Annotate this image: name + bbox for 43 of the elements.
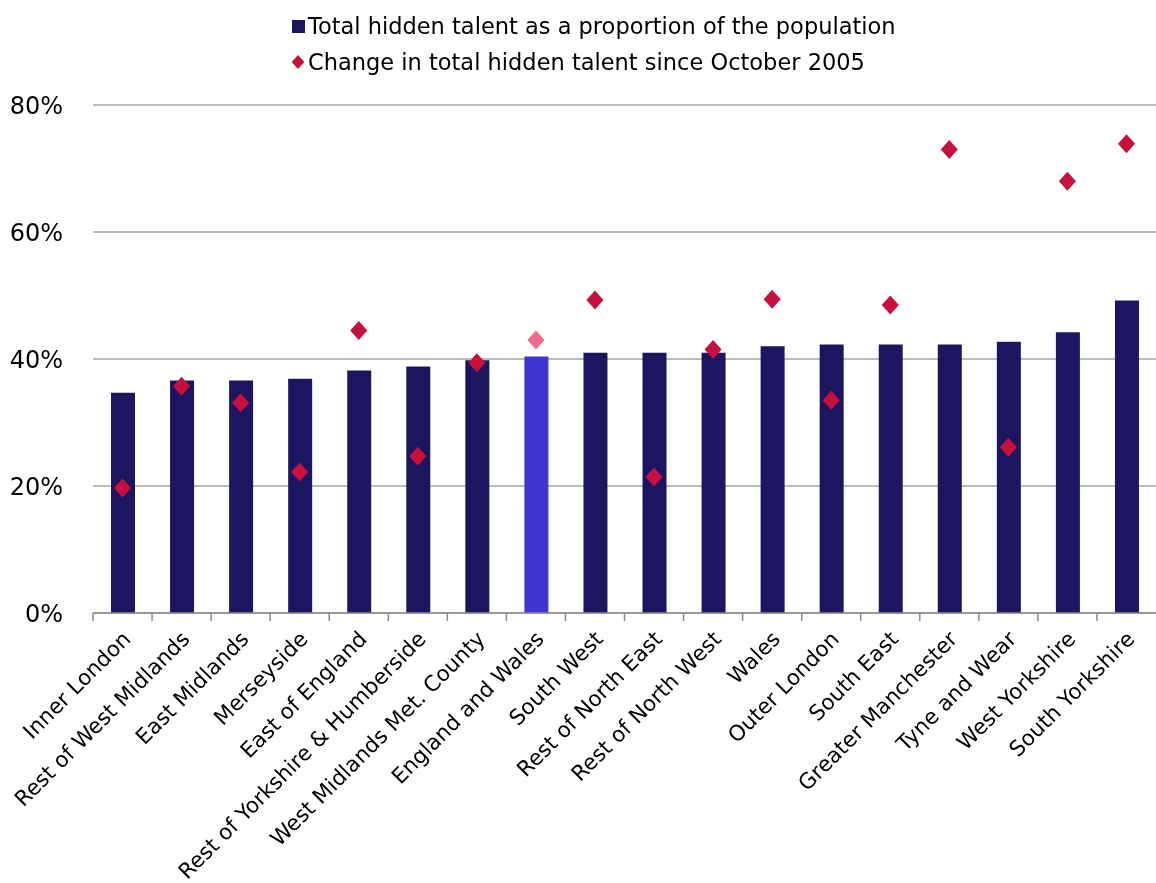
bar <box>701 352 726 613</box>
point <box>645 467 663 487</box>
point <box>704 339 722 359</box>
bar <box>937 344 962 613</box>
point <box>586 290 604 310</box>
point <box>1117 134 1136 154</box>
point <box>113 478 132 498</box>
bar <box>996 341 1021 613</box>
y-tick-label: 60% <box>9 218 63 247</box>
point <box>881 295 899 315</box>
bar <box>465 360 490 613</box>
y-tick-label: 0% <box>24 599 63 628</box>
bar <box>878 344 903 613</box>
bar <box>406 366 431 613</box>
bar <box>819 344 844 613</box>
bar <box>229 380 254 613</box>
point <box>822 390 840 410</box>
legend-label: Total hidden talent as a proportion of the population <box>308 12 896 40</box>
point <box>350 320 368 340</box>
y-tick-label: 80% <box>9 91 63 120</box>
bar <box>111 392 135 613</box>
point <box>940 139 958 159</box>
point <box>763 289 781 309</box>
bar <box>170 380 195 613</box>
bar <box>1114 300 1139 613</box>
point <box>1058 171 1076 191</box>
y-tick-label: 40% <box>9 345 63 374</box>
bar <box>760 346 785 613</box>
bar <box>583 352 608 613</box>
bar <box>347 370 372 613</box>
bar <box>524 356 549 613</box>
point <box>999 437 1017 457</box>
point <box>173 376 191 396</box>
point <box>468 353 486 373</box>
point <box>409 446 427 466</box>
bar <box>288 378 313 613</box>
point <box>527 330 545 350</box>
bar <box>642 352 667 613</box>
point <box>232 393 250 413</box>
bar <box>1055 332 1080 613</box>
legend-label: Change in total hidden talent since October 2005 <box>308 48 865 76</box>
y-tick-label: 20% <box>9 472 63 501</box>
point <box>291 462 309 482</box>
